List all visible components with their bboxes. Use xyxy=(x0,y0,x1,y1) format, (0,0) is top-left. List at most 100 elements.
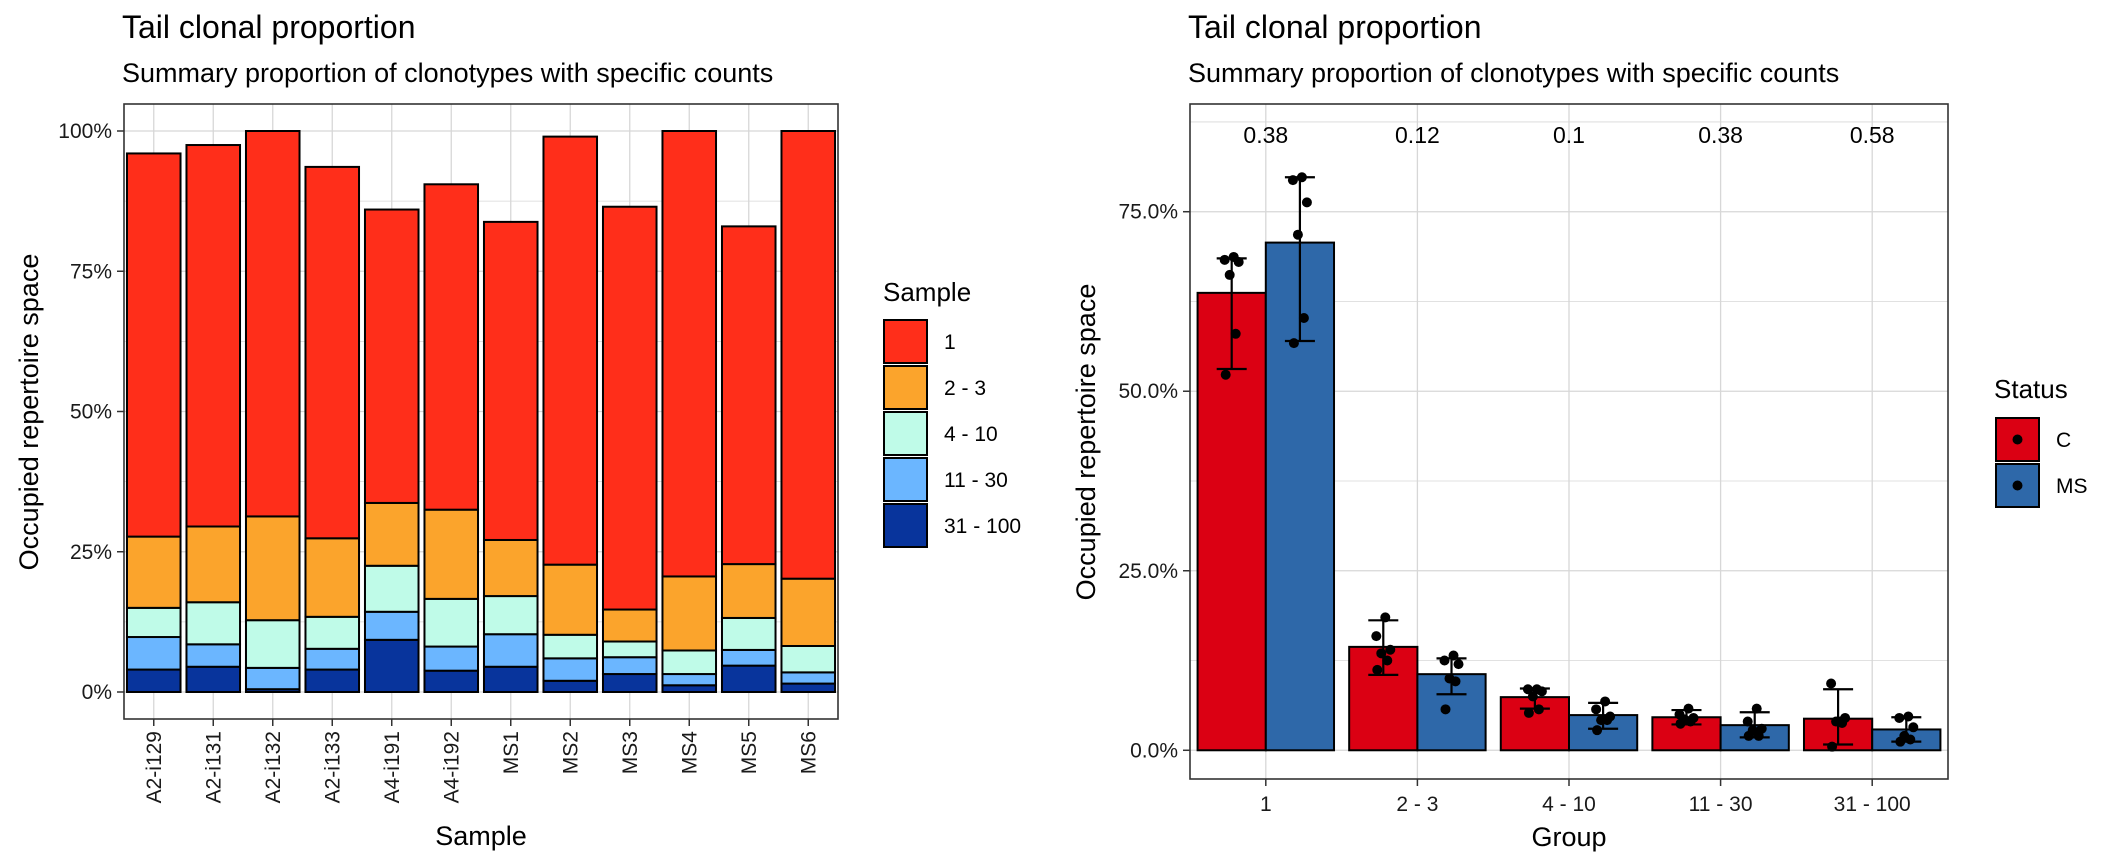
data-point xyxy=(1382,655,1393,666)
data-point xyxy=(1908,722,1919,733)
data-point xyxy=(1228,251,1239,262)
legend-swatch xyxy=(883,411,928,456)
right-legend: Status C MS xyxy=(1994,374,2088,508)
bar-segment xyxy=(185,665,242,694)
right-p-values: 0.38 0.12 0.1 0.38 0.58 xyxy=(1243,122,1894,148)
bar-segment xyxy=(423,597,480,648)
x-tick-label: A4-i192 xyxy=(440,731,463,803)
data-point xyxy=(1899,730,1910,741)
right-legend-title: Status xyxy=(1994,374,2068,404)
bar-segment xyxy=(363,564,420,613)
bar-segment xyxy=(363,638,420,694)
bar-segment xyxy=(601,640,658,659)
bar-segment xyxy=(304,615,361,650)
p-value-label: 0.38 xyxy=(1698,122,1743,148)
data-point xyxy=(1596,715,1607,726)
data-point xyxy=(1903,711,1914,722)
bar-segment xyxy=(244,666,301,691)
left-y-axis: 0% 25% 50% 75% 100% xyxy=(58,120,124,704)
data-point xyxy=(1605,711,1616,722)
data-point xyxy=(1751,703,1762,714)
right-chart: Tail clonal proportion Summary proportio… xyxy=(1071,9,2088,852)
p-value-label: 0.58 xyxy=(1850,122,1895,148)
bar-segment xyxy=(601,608,658,643)
y-tick-label: 25.0% xyxy=(1118,560,1178,583)
data-point xyxy=(1674,709,1685,720)
data-point xyxy=(1592,725,1603,736)
bar-segment xyxy=(661,649,718,676)
bar-segment xyxy=(185,144,242,528)
x-tick-label: A4-i191 xyxy=(381,731,404,803)
data-point xyxy=(1531,684,1542,695)
bar-segment xyxy=(304,668,361,693)
legend-label: 31 - 100 xyxy=(944,515,1021,538)
bar-segment xyxy=(185,601,242,646)
legend-label: 1 xyxy=(944,331,956,354)
bar-segment xyxy=(720,616,777,651)
bar-segment xyxy=(720,664,777,693)
bar-segment xyxy=(423,645,480,672)
bar-segment xyxy=(542,657,599,682)
y-tick-label: 25% xyxy=(70,541,112,564)
data-point xyxy=(1385,644,1396,655)
p-value-label: 0.1 xyxy=(1553,122,1585,148)
left-legend-title: Sample xyxy=(883,277,971,307)
left-chart: Tail clonal proportion Summary proportio… xyxy=(14,9,1021,851)
bar-segment xyxy=(601,656,658,676)
y-tick-label: 75.0% xyxy=(1118,201,1178,224)
bar-segment xyxy=(185,525,242,604)
data-point xyxy=(1533,704,1544,715)
data-point xyxy=(1224,269,1235,280)
x-tick-label: A2-i131 xyxy=(202,731,225,803)
legend-swatch xyxy=(883,365,928,410)
left-legend-items: 1 2 - 3 4 - 10 11 - 30 31 - 100 xyxy=(883,319,1021,548)
right-points xyxy=(1219,172,1919,752)
data-point xyxy=(1448,650,1459,661)
data-point xyxy=(1230,328,1241,339)
data-point xyxy=(1600,696,1611,707)
x-tick-label: 1 xyxy=(1260,793,1272,816)
bar-segment xyxy=(780,130,837,580)
bar-segment xyxy=(780,682,837,694)
data-point xyxy=(1287,175,1298,186)
legend-point xyxy=(2012,480,2023,491)
legend-label: 2 - 3 xyxy=(944,377,986,400)
data-point xyxy=(1742,716,1753,727)
x-tick-label: MS6 xyxy=(797,731,820,774)
right-x-axis: 1 2 - 3 4 - 10 11 - 30 31 - 100 xyxy=(1260,779,1911,816)
bar-segment xyxy=(363,501,420,567)
bar-segment xyxy=(125,668,182,693)
bar-segment xyxy=(601,673,658,693)
data-point xyxy=(1444,673,1455,684)
bar-segment xyxy=(482,220,539,541)
right-chart-title: Tail clonal proportion xyxy=(1188,9,1482,45)
right-legend-items: C MS xyxy=(1995,417,2088,508)
y-tick-label: 100% xyxy=(58,120,112,143)
x-tick-label: MS5 xyxy=(738,731,761,774)
left-y-axis-title: Occupied repertoire space xyxy=(14,254,44,571)
left-bars xyxy=(125,130,837,694)
legend-label: MS xyxy=(2056,475,2088,498)
bar-segment xyxy=(482,665,539,694)
y-tick-label: 0% xyxy=(82,681,112,704)
x-tick-label: A2-i133 xyxy=(321,731,344,803)
x-tick-label: 31 - 100 xyxy=(1834,793,1911,816)
data-point xyxy=(1372,664,1383,675)
data-point xyxy=(1747,725,1758,736)
bar-segment xyxy=(601,205,658,611)
x-tick-label: MS2 xyxy=(559,731,582,774)
legend-swatch xyxy=(883,457,928,502)
x-tick-label: A2-i132 xyxy=(262,731,285,803)
legend-swatch xyxy=(883,319,928,364)
bar-segment xyxy=(720,563,777,619)
bar-segment xyxy=(542,633,599,660)
bar-segment xyxy=(423,669,480,694)
data-point xyxy=(1219,254,1230,265)
legend-swatch xyxy=(883,503,928,548)
data-point xyxy=(1292,229,1303,240)
x-tick-label: A2-i129 xyxy=(143,731,166,803)
bar-segment xyxy=(661,130,718,578)
p-value-label: 0.38 xyxy=(1243,122,1288,148)
